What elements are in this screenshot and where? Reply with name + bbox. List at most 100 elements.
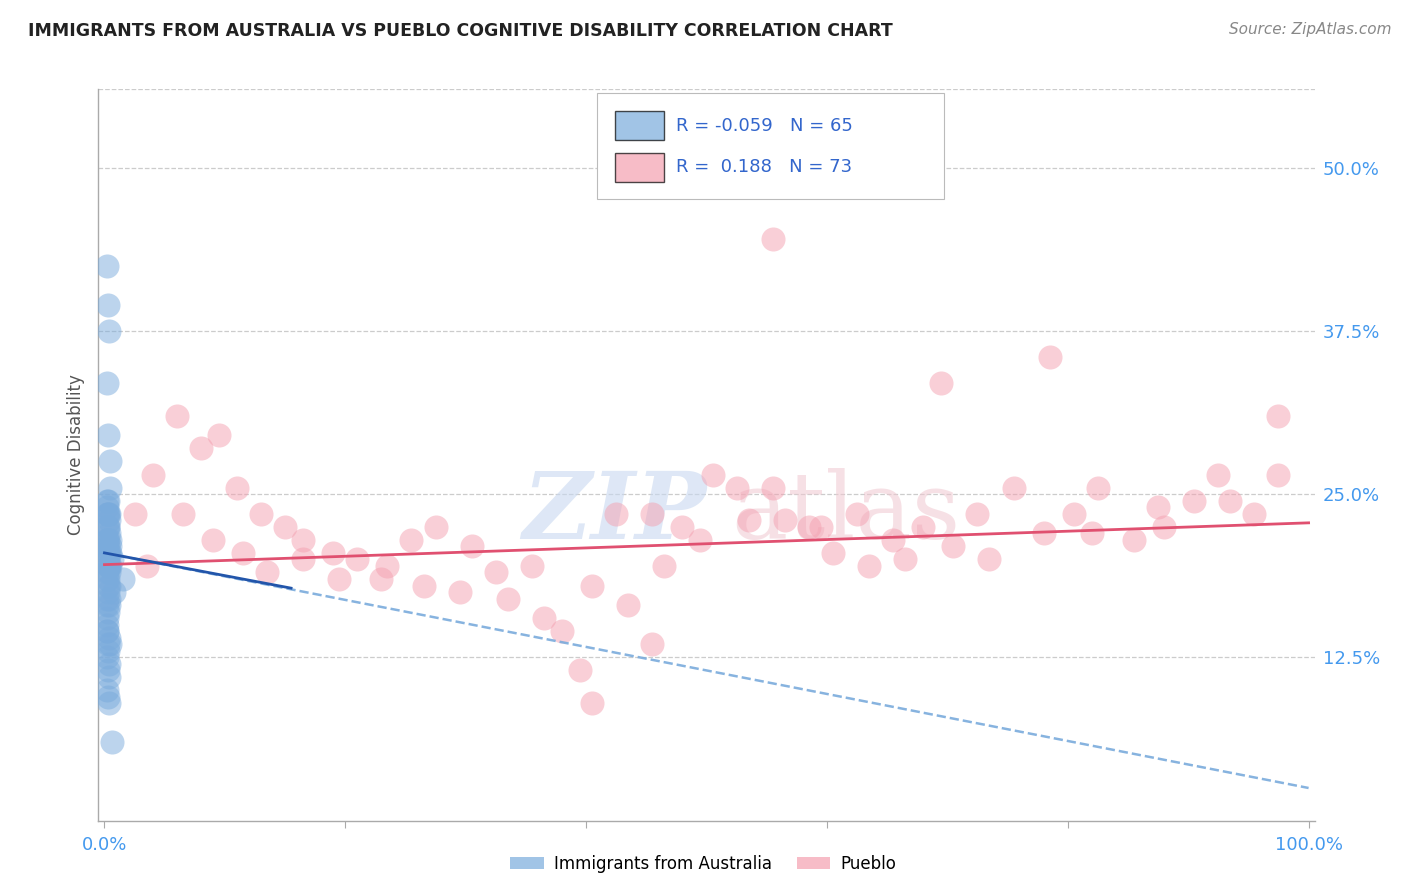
Point	[98, 670, 121, 684]
Point	[96, 683, 118, 698]
Point	[370, 572, 392, 586]
Text: IMMIGRANTS FROM AUSTRALIA VS PUEBLO COGNITIVE DISABILITY CORRELATION CHART: IMMIGRANTS FROM AUSTRALIA VS PUEBLO COGN…	[28, 22, 893, 40]
Point	[100, 558, 122, 573]
Point	[1087, 481, 1109, 495]
Point	[96, 520, 118, 534]
Point	[581, 578, 603, 592]
Point	[97, 558, 120, 573]
Point	[103, 585, 125, 599]
Point	[98, 631, 121, 645]
Text: R = -0.059   N = 65: R = -0.059 N = 65	[676, 117, 853, 135]
Point	[460, 539, 482, 553]
Point	[773, 513, 796, 527]
Point	[98, 591, 121, 606]
Point	[762, 481, 785, 495]
Point	[449, 585, 471, 599]
Point	[97, 637, 120, 651]
FancyBboxPatch shape	[598, 93, 943, 199]
Point	[98, 566, 121, 580]
Point	[96, 598, 118, 612]
Point	[617, 598, 640, 612]
Point	[98, 657, 121, 671]
Point	[1206, 467, 1229, 482]
Point	[97, 298, 120, 312]
Point	[96, 591, 118, 606]
Point	[100, 735, 122, 749]
Point	[98, 696, 121, 710]
Point	[166, 409, 188, 423]
Point	[96, 500, 118, 515]
Point	[702, 467, 724, 482]
Point	[97, 690, 120, 704]
Point	[942, 539, 965, 553]
Point	[96, 624, 118, 639]
Point	[1123, 533, 1146, 547]
Point	[100, 637, 122, 651]
Point	[654, 558, 676, 573]
Point	[96, 507, 118, 521]
Point	[98, 324, 121, 338]
Point	[111, 572, 134, 586]
Point	[97, 605, 120, 619]
Point	[97, 552, 120, 566]
Point	[274, 520, 297, 534]
Point	[292, 533, 315, 547]
Text: R =  0.188   N = 73: R = 0.188 N = 73	[676, 159, 852, 177]
Point	[225, 481, 247, 495]
Point	[1267, 409, 1289, 423]
Point	[97, 520, 120, 534]
Point	[97, 546, 120, 560]
Point	[100, 539, 122, 553]
Point	[172, 507, 194, 521]
Point	[96, 493, 118, 508]
FancyBboxPatch shape	[616, 112, 664, 140]
Point	[100, 546, 122, 560]
Legend: Immigrants from Australia, Pueblo: Immigrants from Australia, Pueblo	[503, 848, 903, 880]
Point	[124, 507, 146, 521]
Point	[232, 546, 254, 560]
Text: atlas: atlas	[731, 468, 960, 558]
Point	[97, 585, 120, 599]
Point	[520, 558, 543, 573]
Point	[725, 481, 748, 495]
Point	[97, 644, 120, 658]
FancyBboxPatch shape	[616, 153, 664, 182]
Point	[425, 520, 447, 534]
Point	[250, 507, 273, 521]
Point	[1182, 493, 1205, 508]
Point	[256, 566, 278, 580]
Point	[1081, 526, 1104, 541]
Text: Source: ZipAtlas.com: Source: ZipAtlas.com	[1229, 22, 1392, 37]
Point	[97, 428, 120, 442]
Point	[190, 442, 212, 456]
Point	[797, 520, 820, 534]
Point	[96, 617, 118, 632]
Point	[689, 533, 711, 547]
Point	[401, 533, 423, 547]
Point	[208, 428, 231, 442]
Point	[1153, 520, 1175, 534]
Point	[894, 552, 917, 566]
Point	[100, 481, 122, 495]
Point	[96, 259, 118, 273]
Point	[98, 546, 121, 560]
Point	[97, 539, 120, 553]
Point	[97, 507, 120, 521]
Point	[931, 376, 953, 390]
Y-axis label: Cognitive Disability: Cognitive Disability	[66, 375, 84, 535]
Point	[96, 533, 118, 547]
Point	[346, 552, 368, 566]
Point	[328, 572, 350, 586]
Point	[641, 637, 664, 651]
Point	[98, 513, 121, 527]
Point	[98, 558, 121, 573]
Point	[762, 232, 785, 246]
Point	[1039, 350, 1062, 364]
Point	[581, 696, 603, 710]
Point	[96, 546, 118, 560]
Point	[97, 507, 120, 521]
Point	[97, 578, 120, 592]
Point	[100, 454, 122, 468]
Point	[641, 507, 664, 521]
Point	[1063, 507, 1085, 521]
